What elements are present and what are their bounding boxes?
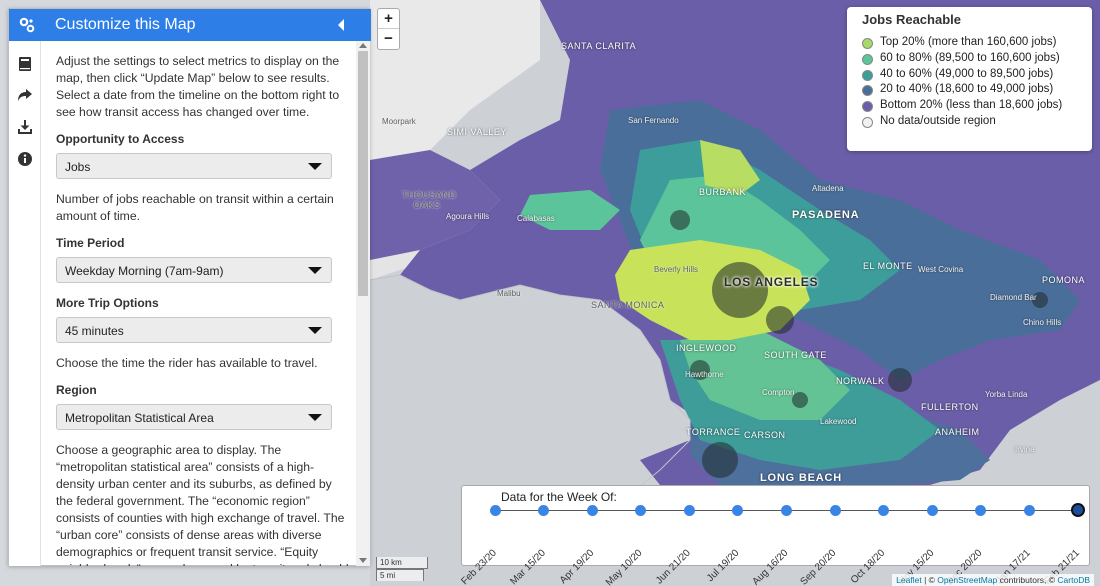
legend-item-label: Top 20% (more than 160,600 jobs) — [880, 36, 1057, 48]
timeline-date-dot[interactable] — [489, 505, 501, 516]
panel-icon-rail — [9, 41, 41, 566]
legend-swatch — [862, 69, 873, 81]
timeline-date-dot[interactable] — [586, 505, 598, 516]
opportunity-select-value: Jobs — [65, 160, 91, 174]
scale-km: 10 km — [376, 557, 428, 569]
legend-item-label: 20 to 40% (18,600 to 49,000 jobs) — [880, 83, 1054, 96]
opportunity-description: Number of jobs reachable on transit with… — [56, 192, 334, 223]
timeline-date-dot[interactable] — [975, 505, 987, 516]
book-icon[interactable] — [17, 56, 33, 72]
scroll-down-icon[interactable] — [359, 558, 367, 563]
legend-item: Bottom 20% (less than 18,600 jobs) — [862, 99, 1092, 115]
time-period-select[interactable]: Weekday Morning (7am-9am) — [56, 257, 332, 283]
legend-item-label: 40 to 60% (49,000 to 89,500 jobs) — [880, 67, 1054, 80]
region-description: Choose a geographic area to display. The… — [56, 443, 349, 566]
map-scale: 10 km 5 mi — [376, 557, 428, 581]
date-timeline: Data for the Week Of: Feb 23/20 Mar 15/20… — [459, 485, 1090, 586]
legend-item-label: 60 to 80% (89,500 to 160,600 jobs) — [880, 51, 1060, 64]
timeline-date-dot[interactable] — [926, 505, 938, 516]
trip-options-description: Choose the time the rider has available … — [56, 356, 318, 370]
time-period-label: Time Period — [56, 236, 125, 250]
dropdown-caret-icon — [308, 267, 322, 274]
opportunity-label: Opportunity to Access — [56, 132, 185, 146]
timeline-date-dot[interactable] — [1023, 505, 1035, 516]
legend-swatch — [862, 101, 873, 113]
legend-item: 20 to 40% (18,600 to 49,000 jobs) — [862, 83, 1092, 99]
intro-text: Adjust the settings to select metrics to… — [56, 54, 340, 119]
time-period-select-value: Weekday Morning (7am-9am) — [65, 264, 224, 278]
info-icon[interactable] — [17, 151, 33, 167]
customize-panel: Customize this Map Adjust the settings t… — [8, 8, 371, 566]
opportunity-select[interactable]: Jobs — [56, 153, 332, 179]
leaflet-link[interactable]: Leaflet — [896, 575, 922, 585]
legend-title: Jobs Reachable — [862, 12, 961, 27]
trip-options-label: More Trip Options — [56, 296, 159, 310]
legend-item: 40 to 60% (49,000 to 89,500 jobs) — [862, 68, 1092, 84]
scroll-up-icon[interactable] — [359, 43, 367, 48]
legend-swatch — [862, 116, 873, 128]
legend-item: No data/outside region — [862, 115, 1092, 131]
zoom-out-button[interactable]: − — [384, 30, 393, 47]
legend-item-label: No data/outside region — [880, 114, 996, 127]
timeline-date-dot[interactable] — [781, 505, 792, 516]
legend-swatch — [862, 38, 873, 49]
panel-title: Customize this Map — [55, 16, 196, 33]
attribution-separator: | © — [921, 575, 938, 585]
trip-duration-select[interactable]: 45 minutes — [56, 317, 332, 343]
panel-header: Customize this Map — [9, 9, 371, 41]
trip-duration-select-value: 45 minutes — [65, 324, 124, 338]
openstreetmap-link[interactable]: OpenStreetMap — [937, 575, 998, 585]
map-legend: Jobs Reachable Top 20% (more than 160,60… — [847, 7, 1092, 151]
legend-swatch — [862, 85, 873, 97]
attribution-contributors: contributors, © — [997, 575, 1058, 585]
cartodb-link[interactable]: CartoDB — [1057, 575, 1090, 585]
timeline-date-dot[interactable] — [1071, 503, 1085, 517]
timeline-date-dot[interactable] — [829, 505, 841, 516]
timeline-date-dot[interactable] — [878, 505, 890, 516]
share-icon[interactable] — [17, 87, 33, 103]
region-label: Region — [56, 383, 97, 397]
panel-scrollbar[interactable] — [356, 41, 370, 566]
dropdown-caret-icon — [308, 163, 322, 170]
legend-item-label: Bottom 20% (less than 18,600 jobs) — [880, 99, 1063, 112]
legend-item: 60 to 80% (89,500 to 160,600 jobs) — [862, 52, 1092, 68]
timeline-date-dot[interactable] — [732, 505, 744, 516]
region-select-value: Metropolitan Statistical Area — [65, 411, 214, 425]
region-select[interactable]: Metropolitan Statistical Area — [56, 404, 332, 430]
timeline-date-dot[interactable] — [635, 505, 647, 516]
dropdown-caret-icon — [308, 414, 322, 421]
timeline-title: Data for the Week Of: — [501, 490, 617, 504]
dropdown-caret-icon — [308, 327, 322, 334]
timeline-date-dot[interactable] — [683, 505, 695, 516]
scrollbar-thumb[interactable] — [358, 51, 368, 296]
timeline-date-dot[interactable] — [538, 505, 550, 516]
collapse-panel-icon[interactable] — [336, 19, 346, 31]
map-attribution: Leaflet | © OpenStreetMap contributors, … — [892, 574, 1094, 586]
legend-item: Top 20% (more than 160,600 jobs) — [862, 36, 1092, 52]
download-icon[interactable] — [17, 119, 33, 135]
legend-swatch — [862, 53, 873, 65]
zoom-in-button[interactable]: + — [378, 9, 399, 29]
scale-mi: 5 mi — [376, 569, 424, 581]
settings-icon[interactable] — [19, 17, 35, 33]
panel-content[interactable]: Adjust the settings to select metrics to… — [41, 41, 356, 566]
zoom-control: + − — [377, 8, 400, 50]
